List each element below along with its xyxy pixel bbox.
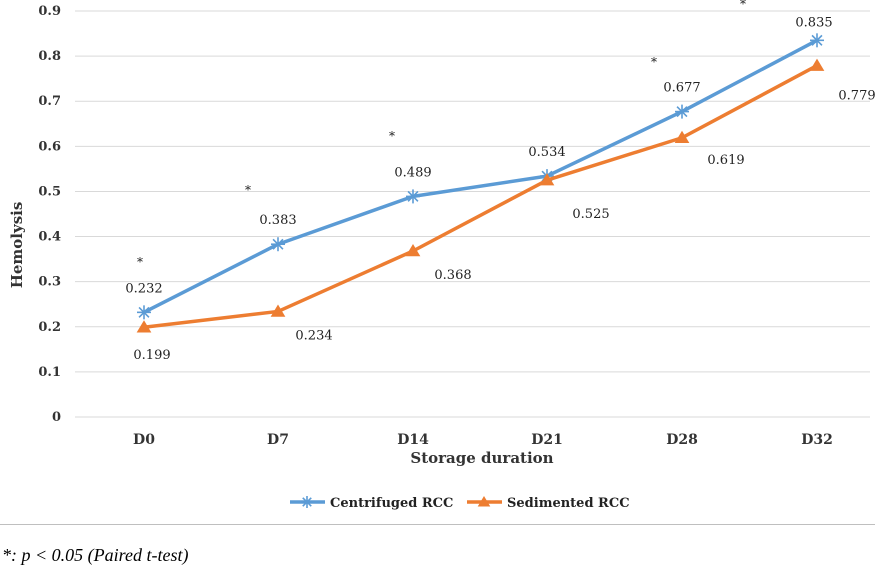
data-label: 0.489 [394,165,431,180]
data-label: 0.677 [663,81,700,96]
x-tick-label: D21 [531,432,563,448]
asterisk-marker [675,104,689,119]
data-label: 0.368 [434,268,471,283]
asterisk-marker [271,237,285,252]
data-label: 0.232 [125,281,162,296]
series-line-sedimented [143,64,818,329]
y-tick-label: 0.5 [38,184,61,199]
x-axis-ticks: D0 D7 D14 D21 D28 D32 [133,432,833,448]
data-label: 0.525 [572,207,609,222]
data-label: 0.835 [795,15,832,30]
asterisk-stroke [272,238,284,250]
hemolysis-line-chart: 00.10.20.30.40.50.60.70.80.9 D0 D7 D14 D21 D… [8,0,875,511]
data-label: 0.383 [259,213,296,228]
significance-markers: * * * * * [137,0,746,269]
x-axis-title: Storage duration [410,449,553,467]
data-label: 0.534 [528,145,565,160]
series-line-centrifuged [143,38,818,314]
x-tick-label: D0 [133,432,155,448]
triangle-marker [674,130,690,144]
y-axis-title: Hemolysis [8,202,26,289]
asterisk-marker [810,33,824,48]
data-label: 0.234 [295,328,332,343]
y-tick-label: 0.6 [38,139,61,154]
gridlines [75,10,870,418]
triangle-marker [405,243,421,257]
x-tick-label: D14 [397,432,429,448]
asterisk-marker [406,189,420,204]
data-labels: 0.232 0.383 0.489 0.534 0.677 0.835 0.199 0.234… [125,15,875,363]
y-tick-label: 0.3 [38,275,61,290]
x-tick-label: D7 [267,432,289,448]
y-tick-label: 0 [52,410,61,425]
significance-star: * [389,129,395,143]
legend-label-sedimented: Sedimented RCC [507,496,630,511]
significance-star: * [245,183,251,197]
asterisk-stroke [302,497,312,507]
triangle-marker [809,58,825,71]
y-tick-label: 0.7 [38,94,61,109]
significance-star: * [137,255,143,269]
y-tick-label: 0.8 [38,49,61,64]
series-layer [136,33,825,333]
x-tick-label: D28 [666,432,698,448]
divider [0,524,875,525]
data-label: 0.779 [838,89,875,104]
y-tick-label: 0.4 [38,230,61,245]
data-label: 0.619 [707,153,744,168]
y-tick-label: 0.1 [38,365,61,380]
triangle-marker [136,320,152,333]
significance-star: * [651,55,657,69]
asterisk-stroke [676,106,688,118]
triangle-marker [477,496,491,507]
asterisk-stroke [138,306,150,318]
y-tick-label: 0.9 [38,4,61,19]
triangle-marker [270,304,286,317]
x-tick-label: D32 [801,432,833,448]
footnote: *: p < 0.05 (Paired t-test) [2,545,189,565]
data-label: 0.199 [133,348,170,363]
asterisk-marker [137,305,151,320]
y-tick-label: 0.2 [38,320,61,335]
y-axis-ticks: 0 0.1 0.2 0.3 0.4 0.5 0.6 0.7 0.8 0.9 [38,4,61,425]
triangle-marker [539,173,555,186]
asterisk-stroke [407,190,419,202]
legend-label-centrifuged: Centrifuged RCC [330,496,453,511]
asterisk-marker [301,496,313,508]
legend: Centrifuged RCC Sedimented RCC [290,496,630,511]
significance-star: * [740,0,746,11]
asterisk-stroke [811,34,823,46]
